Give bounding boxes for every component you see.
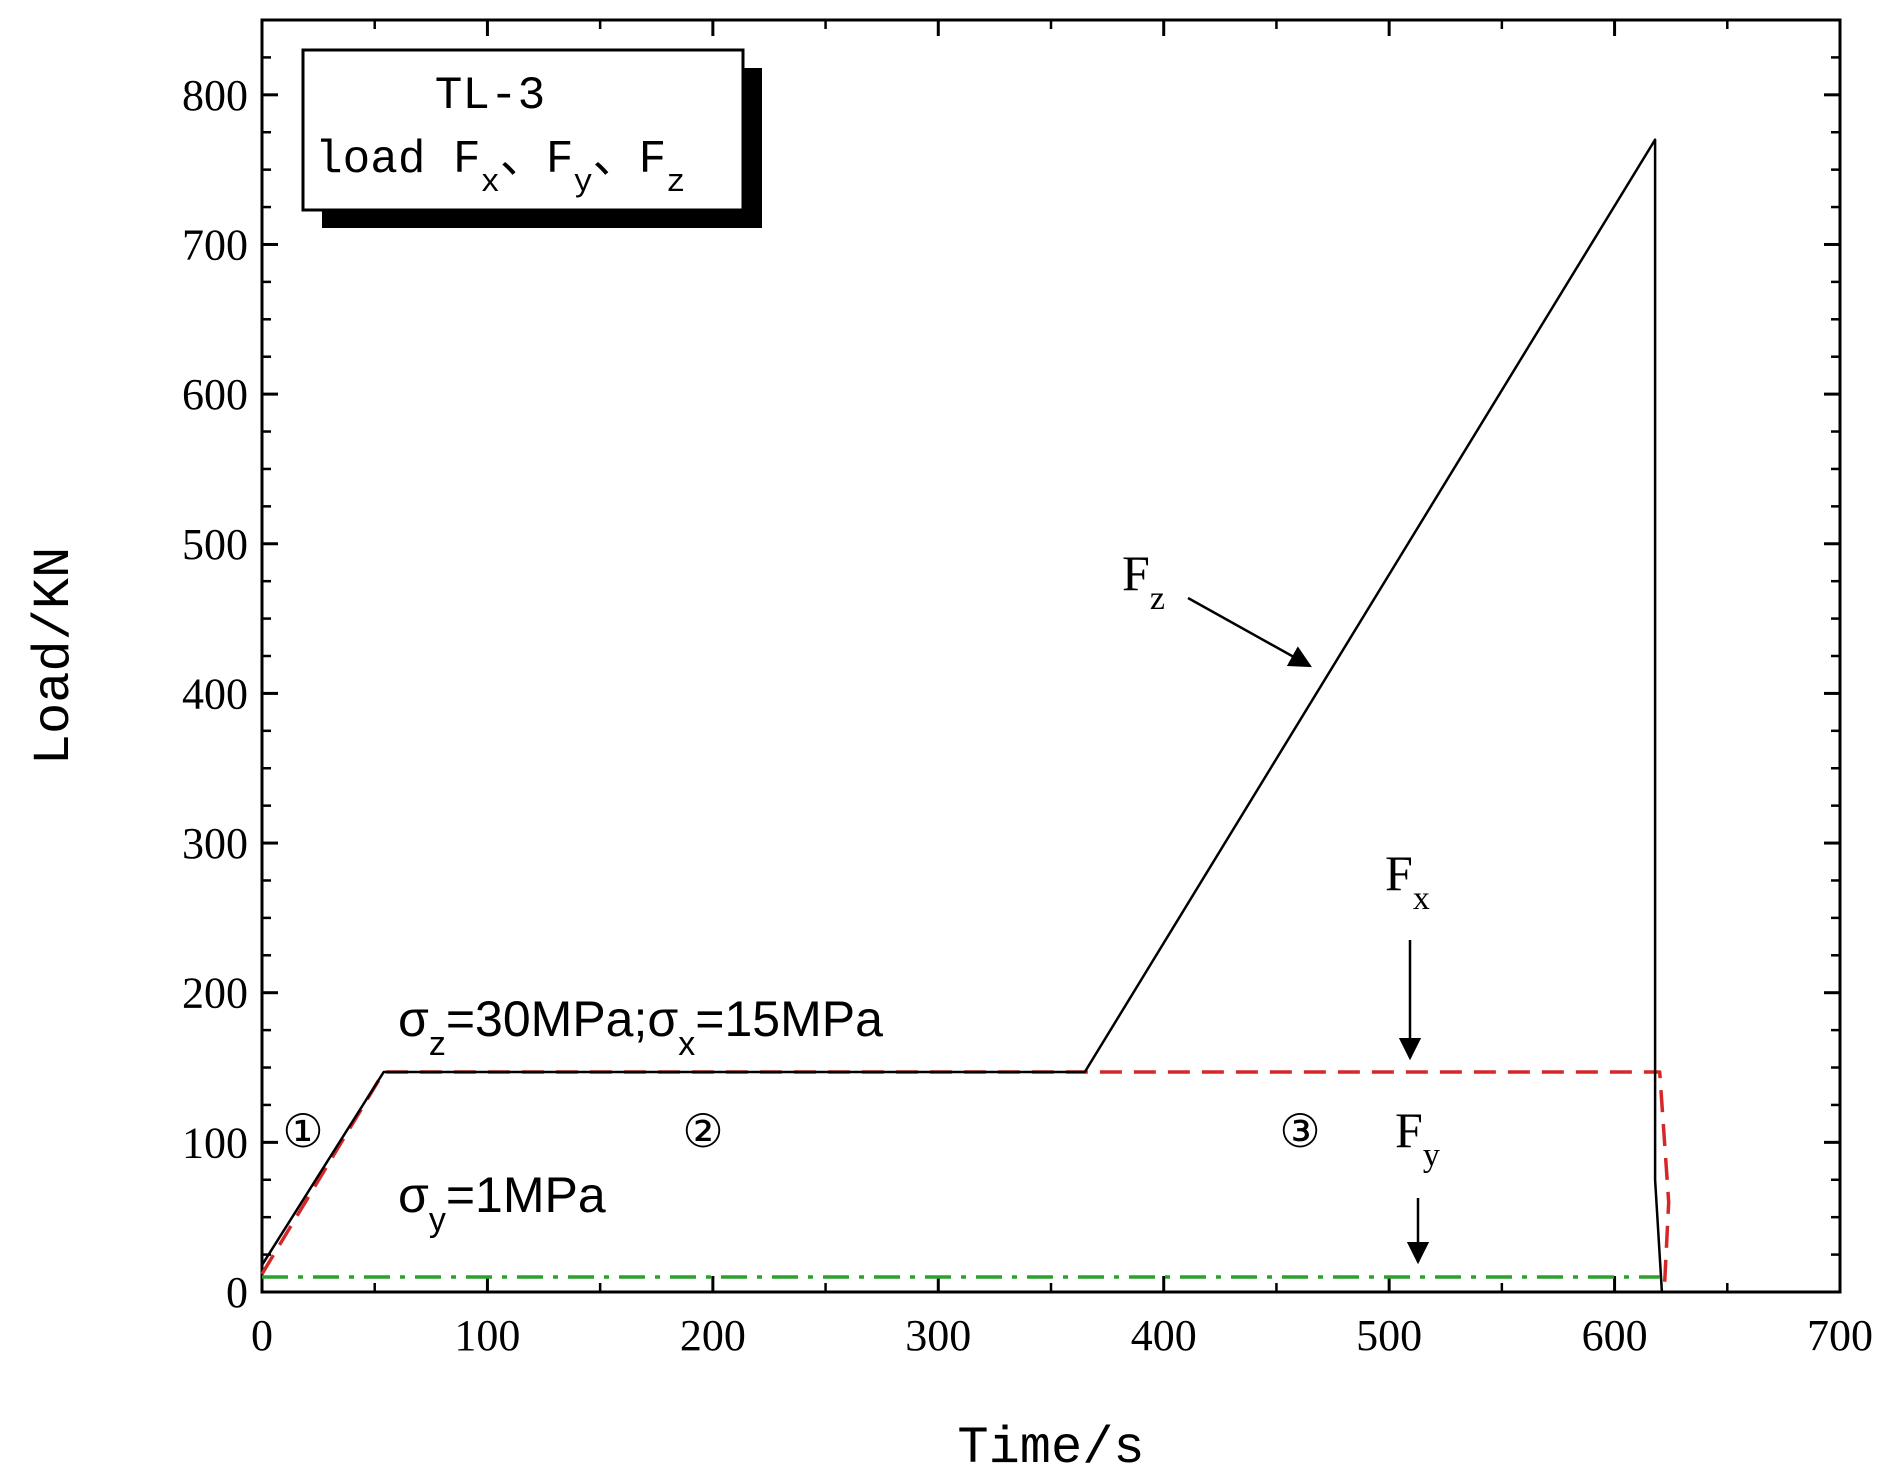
x-tick-label: 400 xyxy=(1131,1311,1197,1360)
x-tick-label: 600 xyxy=(1582,1311,1648,1360)
legend-frame xyxy=(301,48,745,212)
y-tick-label: 700 xyxy=(182,220,248,269)
legend-sep-2: 、 xyxy=(593,134,639,186)
stage-3-marker: ③ xyxy=(1279,1106,1320,1157)
sigma-x-value: =15MPa xyxy=(695,991,883,1047)
x-tick-label: 500 xyxy=(1356,1311,1422,1360)
fz-label-sub: z xyxy=(1150,580,1165,617)
sigma-z-base: σ xyxy=(398,991,429,1047)
x-axis-title: Time/s xyxy=(957,1419,1144,1478)
fx-label: Fx xyxy=(1385,845,1430,917)
stage-1-marker: ① xyxy=(282,1106,323,1157)
y-tick-label: 800 xyxy=(182,71,248,120)
y-tick-label: 300 xyxy=(182,819,248,868)
y-tick-label: 0 xyxy=(226,1268,248,1317)
y-tick-label: 600 xyxy=(182,370,248,419)
stage-2-marker: ② xyxy=(682,1106,723,1157)
y-tick-label: 400 xyxy=(182,669,248,718)
sigma-z-x-annotation: σz=30MPa;σx=15MPa xyxy=(398,991,883,1063)
legend-fx-base: F xyxy=(453,134,481,186)
sigma-x-base: σ xyxy=(647,991,678,1047)
legend-load-prefix: load xyxy=(315,134,453,186)
sigma-y-value: =1MPa xyxy=(446,1167,606,1223)
fz-label-base: F xyxy=(1122,545,1150,601)
legend-fz-base: F xyxy=(639,134,667,186)
fy-label-sub: y xyxy=(1423,1137,1440,1174)
y-axis-title: Load/KN xyxy=(25,547,84,765)
sigma-y-annotation: σy=1MPa xyxy=(398,1167,606,1239)
sigma-y-base: σ xyxy=(398,1167,429,1223)
legend-load-line: load Fx、Fy、Fz xyxy=(315,134,685,201)
x-tick-label: 200 xyxy=(680,1311,746,1360)
series-line-fz xyxy=(260,138,1664,1293)
fx-label-sub: x xyxy=(1413,880,1430,917)
legend-box: TL-3 load Fx、Fy、Fz xyxy=(301,48,762,228)
fy-label: Fy xyxy=(1395,1102,1440,1174)
x-tick-label: 300 xyxy=(905,1311,971,1360)
legend-fy-base: F xyxy=(546,134,574,186)
series-line-fx xyxy=(260,1070,1671,1293)
x-tick-label: 700 xyxy=(1807,1311,1873,1360)
fy-label-base: F xyxy=(1395,1102,1423,1158)
fx-label-base: F xyxy=(1385,845,1413,901)
sigma-z-value: =30MPa xyxy=(446,991,634,1047)
sigma-z-sub: z xyxy=(429,1025,446,1063)
y-tick-label: 100 xyxy=(182,1118,248,1167)
sigma-x-sub: x xyxy=(678,1025,695,1063)
legend-sep-1: 、 xyxy=(500,134,546,186)
fz-arrow xyxy=(1187,596,1312,668)
sigma-separator: ; xyxy=(633,991,647,1047)
legend-fz-sub: z xyxy=(666,164,685,201)
x-tick-label: 100 xyxy=(454,1311,520,1360)
axis-ticks: 0 100 200 300 400 500 600 700 0 100 200 300 400 500 60… xyxy=(182,18,1873,1360)
legend-fy-sub: y xyxy=(573,164,592,201)
legend-title: TL-3 xyxy=(435,70,545,122)
sigma-y-sub: y xyxy=(429,1201,446,1239)
y-tick-label: 500 xyxy=(182,520,248,569)
legend-fx-sub: x xyxy=(481,164,500,201)
x-tick-label: 0 xyxy=(251,1311,273,1360)
y-tick-label: 200 xyxy=(182,969,248,1018)
series-layer xyxy=(260,138,1671,1293)
fz-label: Fz xyxy=(1122,545,1165,617)
